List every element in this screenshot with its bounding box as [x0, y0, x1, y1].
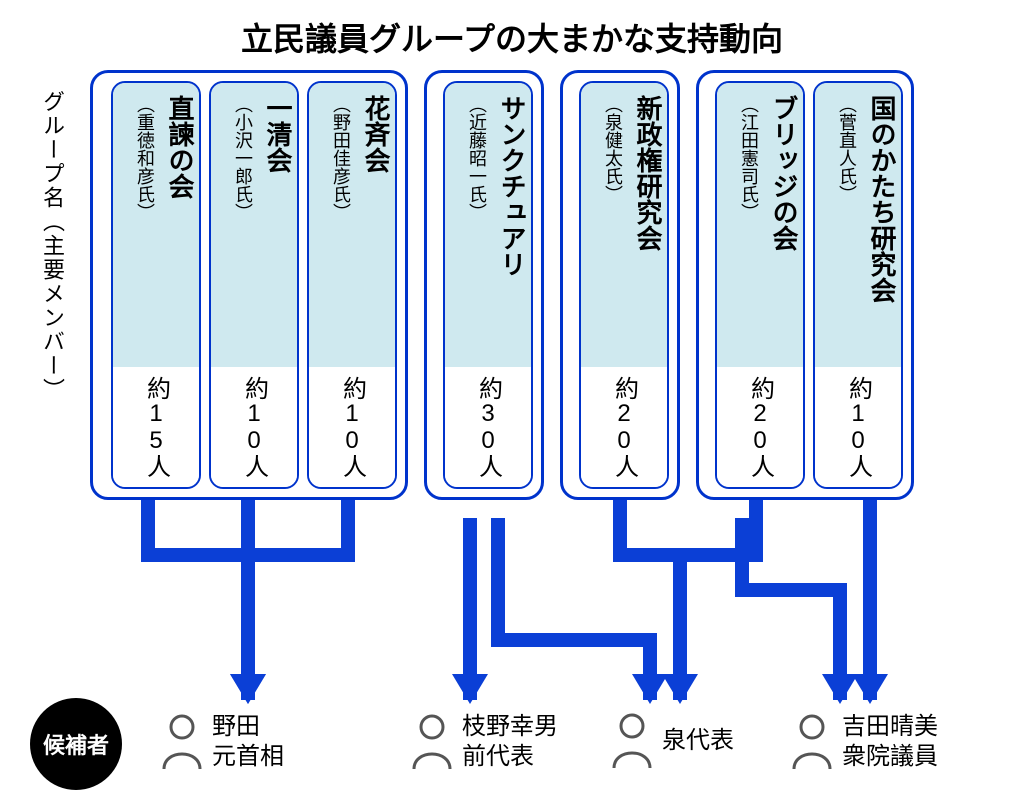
- arrowhead-icon: [230, 674, 266, 704]
- group-leader: （小沢一郎氏）: [230, 95, 256, 221]
- group-count: 約20人: [743, 376, 778, 478]
- group-name: 一清会: [260, 95, 297, 173]
- group-count-wrap: 約20人: [581, 367, 667, 487]
- group-card-header: 国のかたち研究会（菅直人氏）: [815, 83, 901, 367]
- group-count: 約10人: [237, 376, 272, 478]
- side-label-groups: グループ名（主要メンバー）: [36, 90, 68, 402]
- group-count-wrap: 約20人: [717, 367, 803, 487]
- group-count-wrap: 約30人: [445, 367, 531, 487]
- group-name: 新政権研究会: [630, 95, 667, 251]
- group-count-wrap: 約10人: [309, 367, 395, 487]
- group-count: 約30人: [471, 376, 506, 478]
- group-card-header: 直諫の会（重徳和彦氏）: [113, 83, 199, 367]
- candidate: 吉田晴美衆院議員: [790, 712, 938, 772]
- person-icon: [160, 713, 204, 771]
- group-name: サンクチュアリ: [494, 95, 531, 277]
- support-arrow: [742, 518, 840, 700]
- group-leader: （近藤昭一氏）: [464, 95, 490, 221]
- group-card: ブリッジの会（江田憲司氏） 約20人: [715, 81, 805, 489]
- arrowhead-icon: [852, 674, 888, 704]
- candidate-name: 枝野幸男前代表: [462, 712, 558, 772]
- group-name: 国のかたち研究会: [864, 95, 901, 303]
- group-leader: （江田憲司氏）: [736, 95, 762, 221]
- group-name: ブリッジの会: [766, 95, 803, 251]
- group-card-header: サンクチュアリ（近藤昭一氏）: [445, 83, 531, 367]
- group-card-header: 一清会（小沢一郎氏）: [211, 83, 297, 367]
- group-count-wrap: 約10人: [815, 367, 901, 487]
- cluster: 国のかたち研究会（菅直人氏） 約10人 ブリッジの会（江田憲司氏） 約20人: [696, 70, 914, 500]
- group-count-wrap: 約10人: [211, 367, 297, 487]
- group-name: 直諫の会: [162, 95, 199, 199]
- group-card: 直諫の会（重徳和彦氏） 約15人: [111, 81, 201, 489]
- person-icon: [410, 713, 454, 771]
- cluster: 新政権研究会（泉健太氏） 約20人: [560, 70, 680, 500]
- group-card: 新政権研究会（泉健太氏） 約20人: [579, 81, 669, 489]
- candidate: 泉代表: [610, 712, 734, 770]
- arrowhead-icon: [452, 674, 488, 704]
- group-count: 約20人: [607, 376, 642, 478]
- group-count: 約10人: [841, 376, 876, 478]
- group-count-wrap: 約15人: [113, 367, 199, 487]
- group-card: サンクチュアリ（近藤昭一氏） 約30人: [443, 81, 533, 489]
- arrowhead-icon: [632, 674, 668, 704]
- support-arrow: [680, 500, 756, 700]
- candidates-badge: 候補者: [30, 698, 122, 790]
- group-leader: （重徳和彦氏）: [132, 95, 158, 221]
- group-card: 花斉会（野田佳彦氏） 約10人: [307, 81, 397, 489]
- cluster: サンクチュアリ（近藤昭一氏） 約30人: [424, 70, 544, 500]
- group-card-header: ブリッジの会（江田憲司氏）: [717, 83, 803, 367]
- support-arrow: [248, 500, 348, 700]
- group-card: 国のかたち研究会（菅直人氏） 約10人: [813, 81, 903, 489]
- candidate: 野田元首相: [160, 712, 284, 772]
- group-card-header: 新政権研究会（泉健太氏）: [581, 83, 667, 367]
- group-count: 約10人: [335, 376, 370, 478]
- person-icon: [790, 713, 834, 771]
- group-card: 一清会（小沢一郎氏） 約10人: [209, 81, 299, 489]
- group-name: 花斉会: [358, 95, 395, 173]
- person-icon: [610, 712, 654, 770]
- cluster: 花斉会（野田佳彦氏） 約10人 一清会（小沢一郎氏） 約10人 直諫の会（重徳和彦氏） 約…: [90, 70, 408, 500]
- group-card-header: 花斉会（野田佳彦氏）: [309, 83, 395, 367]
- group-leader: （菅直人氏）: [834, 95, 860, 203]
- candidate-name: 泉代表: [662, 726, 734, 756]
- arrowhead-icon: [662, 674, 698, 704]
- group-leader: （野田佳彦氏）: [328, 95, 354, 221]
- arrowhead-icon: [230, 674, 266, 704]
- support-arrow: [148, 500, 248, 700]
- candidate-name: 吉田晴美衆院議員: [842, 712, 938, 772]
- candidate-name: 野田元首相: [212, 712, 284, 772]
- chart-title: 立民議員グループの大まかな支持動向: [0, 14, 1024, 60]
- arrowhead-icon: [822, 674, 858, 704]
- group-count: 約15人: [139, 376, 174, 478]
- support-arrow: [620, 500, 680, 700]
- candidate: 枝野幸男前代表: [410, 712, 558, 772]
- support-arrow: [498, 518, 650, 700]
- group-leader: （泉健太氏）: [600, 95, 626, 203]
